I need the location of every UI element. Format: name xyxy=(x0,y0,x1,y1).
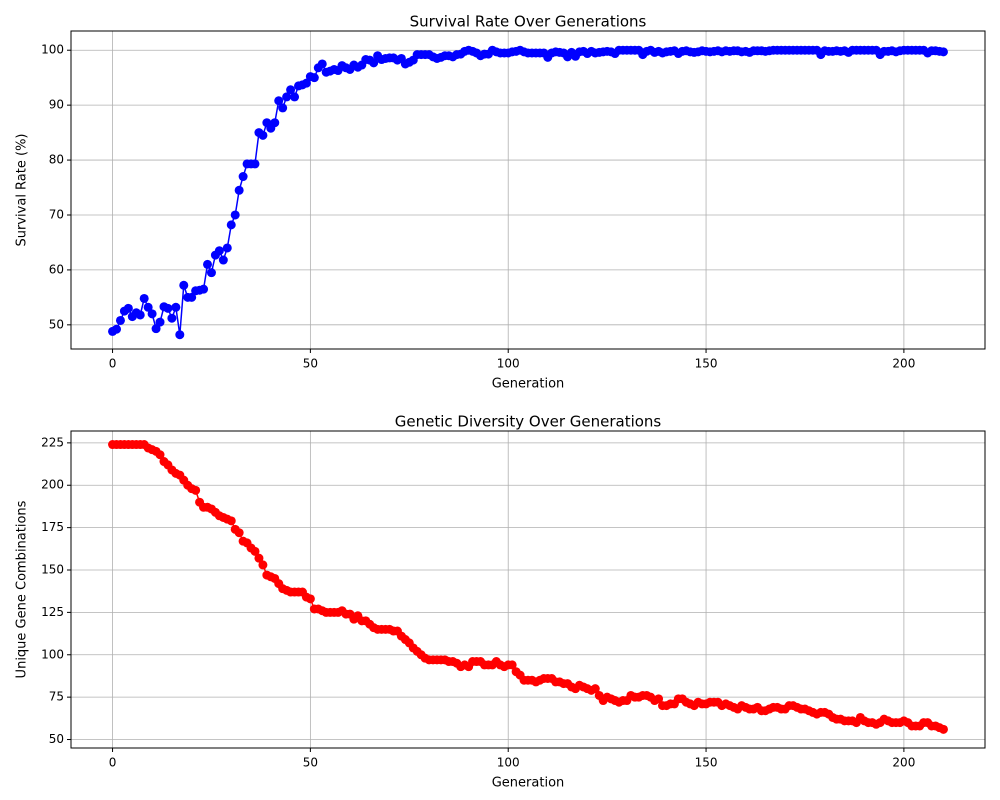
y-axis-label: Survival Rate (%) xyxy=(15,134,30,247)
y-tick-label: 80 xyxy=(49,153,64,167)
y-tick-label: 50 xyxy=(49,732,64,746)
point xyxy=(938,724,948,734)
point xyxy=(301,78,311,88)
x-tick-label: 50 xyxy=(303,756,318,770)
point xyxy=(163,303,173,313)
point xyxy=(199,284,209,294)
point xyxy=(254,553,264,563)
point xyxy=(590,684,600,694)
y-tick-label: 50 xyxy=(49,317,64,331)
point xyxy=(123,303,133,313)
y-tick-label: 90 xyxy=(49,98,64,112)
point xyxy=(206,268,216,278)
point xyxy=(112,324,122,334)
point xyxy=(258,130,268,140)
point xyxy=(179,280,189,290)
point xyxy=(139,293,149,303)
y-axis-label: Unique Gene Combinations xyxy=(15,500,30,678)
point xyxy=(250,159,260,169)
point xyxy=(317,59,327,69)
point xyxy=(238,172,248,182)
point xyxy=(135,310,145,320)
point xyxy=(203,259,213,269)
point xyxy=(274,96,284,106)
plot-frame xyxy=(70,30,986,350)
y-tick-label: 150 xyxy=(41,563,64,577)
point xyxy=(270,118,280,128)
x-tick-label: 200 xyxy=(892,756,915,770)
x-tick-label: 100 xyxy=(497,756,520,770)
y-tick-label: 225 xyxy=(41,435,64,449)
chart-title: Genetic Diversity Over Generations xyxy=(395,413,662,431)
y-tick-label: 125 xyxy=(41,605,64,619)
x-tick-label: 50 xyxy=(303,357,318,371)
chart-title: Survival Rate Over Generations xyxy=(410,13,647,31)
point xyxy=(175,330,185,340)
x-tick-label: 150 xyxy=(695,357,718,371)
y-tick-label: 75 xyxy=(49,690,64,704)
point xyxy=(226,516,236,526)
y-tick-label: 200 xyxy=(41,478,64,492)
point xyxy=(250,546,260,556)
point xyxy=(155,450,165,460)
y-tick-label: 100 xyxy=(41,43,64,57)
point xyxy=(369,58,379,68)
point xyxy=(226,220,236,230)
point xyxy=(278,103,288,113)
point xyxy=(234,528,244,538)
point xyxy=(147,309,157,319)
point xyxy=(187,292,197,302)
y-tick-label: 70 xyxy=(49,207,64,221)
point xyxy=(115,315,125,325)
x-tick-label: 0 xyxy=(109,357,117,371)
point xyxy=(290,92,300,102)
point xyxy=(230,210,240,220)
point xyxy=(258,560,268,570)
x-axis-label: Generation xyxy=(492,377,565,392)
point xyxy=(282,92,292,102)
series-line xyxy=(112,443,944,731)
x-tick-label: 100 xyxy=(497,357,520,371)
point xyxy=(286,85,296,95)
y-tick-label: 60 xyxy=(49,262,64,276)
point xyxy=(938,47,948,57)
x-tick-label: 200 xyxy=(892,357,915,371)
chart: 0 50 100 150 200 50 60 70 80 90 100 Survival Rate O… xyxy=(15,13,986,392)
plot-frame xyxy=(70,430,986,749)
point xyxy=(171,302,181,312)
x-tick-label: 0 xyxy=(109,756,117,770)
point xyxy=(507,660,517,670)
point xyxy=(218,255,228,265)
point xyxy=(305,594,315,604)
point xyxy=(222,243,232,253)
point xyxy=(309,73,319,83)
point xyxy=(143,302,153,312)
y-tick-label: 100 xyxy=(41,647,64,661)
point xyxy=(191,485,201,495)
point xyxy=(234,185,244,195)
chart: 0 50 100 150 200 50 75 100 125 150 175 200 225 Geneti… xyxy=(15,413,986,791)
point xyxy=(151,324,161,334)
point xyxy=(167,313,177,323)
point xyxy=(155,317,165,327)
x-tick-label: 150 xyxy=(695,756,718,770)
point xyxy=(654,694,664,704)
x-axis-label: Generation xyxy=(492,776,565,791)
y-tick-label: 175 xyxy=(41,520,64,534)
point xyxy=(214,246,224,256)
